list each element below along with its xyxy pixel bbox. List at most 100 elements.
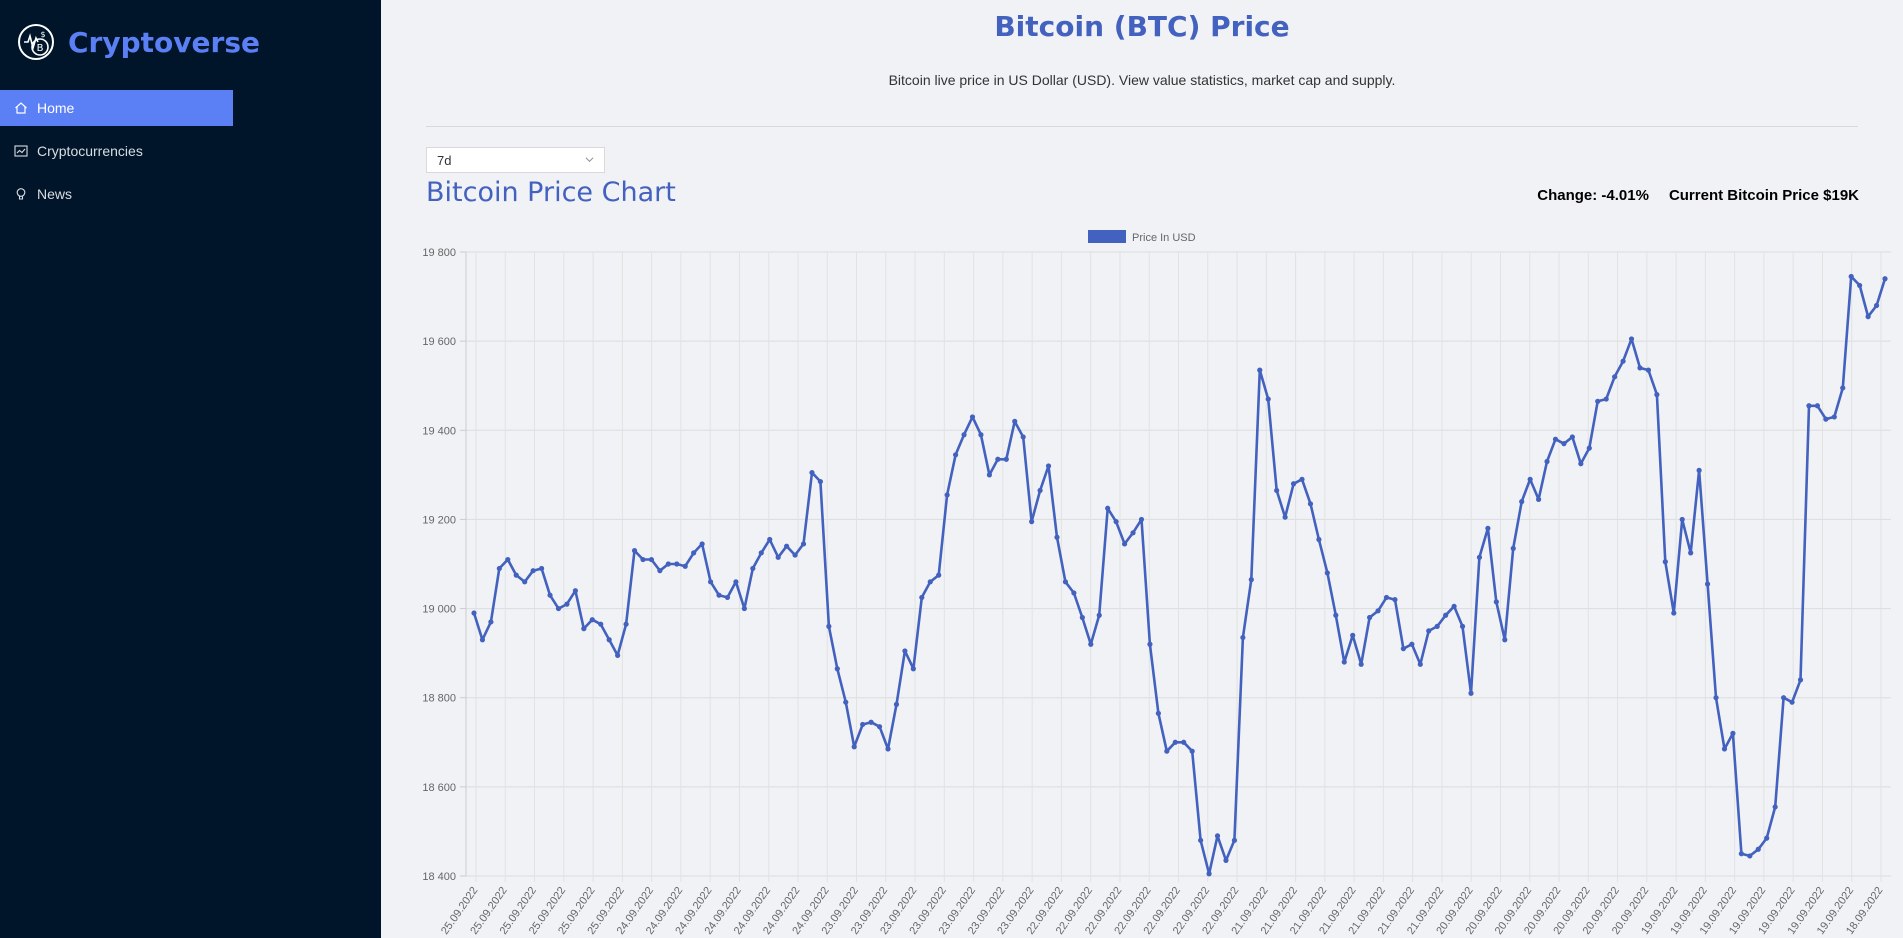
data-point xyxy=(1434,623,1440,629)
menu-item-cryptocurrencies[interactable]: Cryptocurrencies xyxy=(0,133,233,169)
data-point xyxy=(1806,403,1812,409)
data-point xyxy=(538,565,545,572)
sidebar: B $ Cryptoverse Home Cryptocurrencies Ne… xyxy=(0,0,381,938)
timeperiod-select[interactable]: 7d xyxy=(426,147,605,173)
data-point xyxy=(1696,467,1702,473)
data-point xyxy=(1172,739,1178,745)
data-point xyxy=(843,699,849,705)
data-point xyxy=(1029,519,1035,525)
data-point xyxy=(1138,516,1145,523)
data-point xyxy=(1012,418,1018,424)
crypto-coin-logo-icon: B $ xyxy=(18,24,54,60)
data-point xyxy=(876,724,883,730)
data-point xyxy=(1231,837,1238,843)
data-point xyxy=(665,561,671,567)
data-point xyxy=(893,701,900,707)
data-point xyxy=(1797,677,1804,683)
data-point xyxy=(1375,608,1381,614)
chevron-down-icon xyxy=(585,157,594,163)
data-point xyxy=(606,637,612,643)
data-point xyxy=(944,492,950,498)
legend-label: Price In USD xyxy=(1132,232,1196,244)
data-point xyxy=(1189,748,1195,754)
data-point xyxy=(1595,398,1601,404)
data-point xyxy=(995,456,1001,462)
data-point xyxy=(496,565,502,572)
data-point xyxy=(1552,436,1559,442)
data-point xyxy=(1079,614,1085,621)
data-point xyxy=(581,626,587,632)
data-point xyxy=(978,432,984,438)
data-point xyxy=(505,556,511,563)
data-point xyxy=(699,541,705,547)
data-point xyxy=(640,556,646,563)
data-point xyxy=(1096,612,1102,618)
price-change: Change: -4.01% xyxy=(1537,187,1649,204)
data-point xyxy=(1121,541,1128,547)
data-point xyxy=(1105,505,1111,511)
data-point xyxy=(1071,590,1077,596)
menu-item-news[interactable]: News xyxy=(0,176,233,212)
data-point xyxy=(1003,456,1009,462)
data-point xyxy=(1772,804,1778,810)
logo[interactable]: B $ Cryptoverse xyxy=(16,22,260,62)
menu-label: News xyxy=(37,186,73,202)
y-tick-label: 19 200 xyxy=(422,514,456,526)
data-point xyxy=(817,478,824,485)
page-title: Bitcoin (BTC) Price xyxy=(994,10,1290,43)
data-point xyxy=(471,610,477,616)
data-point xyxy=(1417,661,1423,667)
nav-menu: Home Cryptocurrencies News xyxy=(0,90,233,219)
data-point xyxy=(1679,516,1685,523)
main-content: Bitcoin (BTC) Price Bitcoin live price i… xyxy=(381,0,1903,938)
data-point xyxy=(1527,476,1533,482)
data-point xyxy=(1383,594,1390,601)
data-point xyxy=(479,637,486,643)
data-point xyxy=(969,414,976,420)
data-point xyxy=(1020,434,1026,440)
data-point xyxy=(733,579,739,585)
data-point xyxy=(1290,481,1297,487)
data-point xyxy=(1730,730,1736,736)
data-point xyxy=(927,579,933,585)
svg-text:B: B xyxy=(37,43,44,54)
y-tick-label: 19 400 xyxy=(422,425,456,437)
data-point xyxy=(1814,403,1821,409)
data-point xyxy=(513,572,519,578)
menu-item-home[interactable]: Home xyxy=(0,90,233,126)
svg-text:$: $ xyxy=(40,30,45,39)
data-point xyxy=(674,561,680,567)
data-point xyxy=(758,550,764,556)
data-point xyxy=(1392,597,1398,603)
data-point xyxy=(1409,641,1415,647)
data-point xyxy=(919,594,925,601)
bulb-icon xyxy=(16,188,26,200)
menu-label: Home xyxy=(37,100,75,116)
page-subtitle: Bitcoin live price in US Dollar (USD). V… xyxy=(888,72,1396,88)
menu-label: Cryptocurrencies xyxy=(37,143,143,159)
data-point xyxy=(1476,554,1483,560)
y-tick-label: 18 800 xyxy=(422,693,456,705)
data-point xyxy=(488,619,494,625)
data-point xyxy=(1037,487,1043,494)
data-point xyxy=(986,472,992,478)
data-point xyxy=(1831,414,1837,420)
data-point xyxy=(1113,519,1119,525)
data-point xyxy=(682,563,688,569)
data-point xyxy=(564,601,570,607)
app-name[interactable]: Cryptoverse xyxy=(68,25,260,59)
data-point xyxy=(555,605,562,612)
data-point xyxy=(1248,577,1254,583)
data-point xyxy=(1350,632,1356,638)
data-point xyxy=(1240,634,1246,641)
data-point xyxy=(860,721,866,728)
data-point xyxy=(1873,302,1880,309)
price-chart: 19 800 19 600 19 400 19 200 19 000 18 800 18 6… xyxy=(422,230,1891,937)
data-point xyxy=(1299,476,1305,482)
data-point xyxy=(750,565,756,572)
data-point xyxy=(784,543,790,549)
data-point xyxy=(1257,367,1263,373)
data-point xyxy=(547,592,553,598)
data-point xyxy=(1502,637,1508,643)
data-point xyxy=(1088,641,1094,647)
